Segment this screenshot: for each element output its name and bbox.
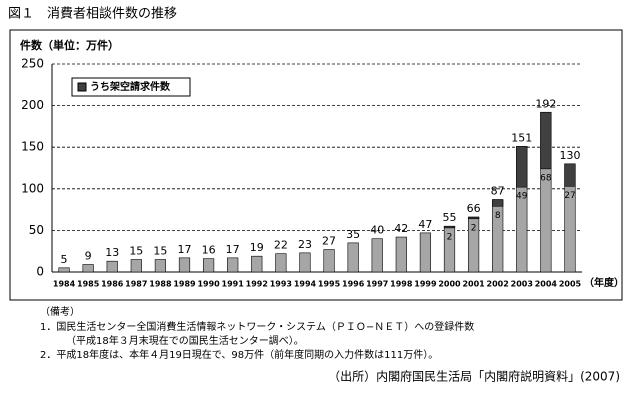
legend: うち架空請求件数 [71, 77, 191, 97]
value-label: 42 [394, 222, 408, 235]
x-tick-label: 1984 [53, 280, 76, 289]
note: （平成18年３月末現在での国民生活センター調べ）。 [66, 334, 304, 347]
x-tick-label: 1993 [270, 280, 292, 289]
segment-label: 68 [540, 173, 552, 183]
note: 1．国民生活センター全国消費生活情報ネットワーク・システム（ＰＩＯ−ＮＥＴ）への… [40, 320, 474, 333]
value-label: 17 [226, 243, 240, 256]
x-tick-label: 1987 [125, 280, 147, 289]
value-label: 19 [250, 241, 264, 254]
x-tick-label: 2001 [462, 280, 485, 289]
value-label: 87 [491, 185, 505, 198]
bar [323, 249, 335, 273]
bar [202, 258, 215, 273]
value-label: 9 [85, 250, 92, 263]
x-tick-label: 1992 [246, 280, 268, 289]
value-label: 40 [370, 224, 384, 237]
value-label: 16 [202, 244, 216, 257]
y-tick-label: 200 [21, 98, 44, 112]
bar [58, 267, 70, 273]
value-label: 47 [418, 218, 432, 231]
bar-segment [564, 163, 576, 187]
x-tick-label: 1997 [366, 280, 388, 289]
bar [251, 255, 263, 273]
segment-label: 27 [564, 191, 575, 201]
y-tick-label: 0 [36, 265, 44, 279]
bar-segment [540, 111, 552, 170]
x-tick-label: 1988 [149, 280, 172, 289]
bar [227, 257, 239, 273]
value-label: 130 [559, 149, 580, 162]
legend-swatch [77, 82, 87, 92]
x-tick-label: 2005 [559, 280, 582, 289]
x-tick-label: 1991 [222, 280, 245, 289]
x-tick-label: 1996 [342, 280, 365, 289]
legend-box [71, 77, 191, 97]
y-tick-label: 50 [29, 223, 44, 237]
legend-label: うち架空請求件数 [90, 80, 171, 93]
source: （出所）内閣府国民生活局「内閣府説明資料」(2007) [328, 369, 620, 384]
x-tick-label: 1990 [197, 280, 220, 289]
x-tick-label: 1989 [173, 280, 196, 289]
bar [371, 238, 383, 273]
value-label: 15 [129, 245, 143, 258]
y-tick-label: 150 [21, 140, 44, 154]
segment-label: 2 [447, 232, 453, 242]
x-tick-label: 1985 [77, 280, 100, 289]
note: 2．平成18年度は、本年４月19日現在で、98万件（前年度同期の入力件数は111… [40, 348, 438, 361]
bar-segment [443, 225, 456, 229]
value-label: 22 [274, 239, 288, 252]
x-tick-label: 2004 [535, 280, 558, 289]
chart-title: 図１ 消費者相談件数の推移 [8, 6, 177, 22]
bar [395, 236, 407, 273]
value-label: 5 [61, 253, 68, 266]
notes-heading: （備考） [40, 305, 80, 318]
bar [130, 259, 142, 273]
bar [106, 260, 118, 273]
bar [299, 252, 311, 273]
x-axis-label: （年度） [584, 276, 624, 289]
y-tick-label: 250 [21, 57, 44, 71]
value-label: 13 [105, 246, 119, 259]
x-tick-label: 1995 [318, 280, 341, 289]
value-label: 15 [153, 245, 167, 258]
chart-frame [9, 29, 623, 301]
bar [154, 259, 167, 273]
y-tick-label: 100 [21, 181, 44, 195]
value-label: 151 [511, 131, 532, 144]
value-label: 35 [346, 228, 360, 241]
bar [275, 253, 287, 273]
value-label: 17 [178, 243, 192, 256]
bar [347, 242, 359, 273]
x-tick-label: 1999 [414, 280, 437, 289]
x-tick-label: 1986 [101, 280, 124, 289]
x-tick-label: 1998 [390, 280, 413, 289]
x-tick-label: 2000 [438, 280, 461, 289]
y-axis-label: 件数（単位：万件） [20, 38, 119, 52]
value-label: 23 [298, 238, 312, 251]
segment-label: 49 [516, 192, 528, 202]
bar [419, 232, 432, 273]
x-tick-label: 2002 [487, 280, 509, 289]
x-tick-label: 2003 [511, 280, 533, 289]
segment-label: 2 [471, 223, 477, 233]
value-label: 66 [467, 202, 481, 215]
segment-label: 8 [495, 211, 501, 221]
bar-segment [467, 216, 480, 220]
bar [178, 257, 191, 273]
value-label: 192 [535, 97, 556, 110]
bar-segment [516, 146, 528, 188]
bar [82, 264, 94, 273]
value-label: 27 [322, 235, 336, 248]
x-tick-label: 1994 [294, 280, 317, 289]
value-label: 55 [443, 211, 457, 224]
bar-segment [492, 199, 504, 207]
